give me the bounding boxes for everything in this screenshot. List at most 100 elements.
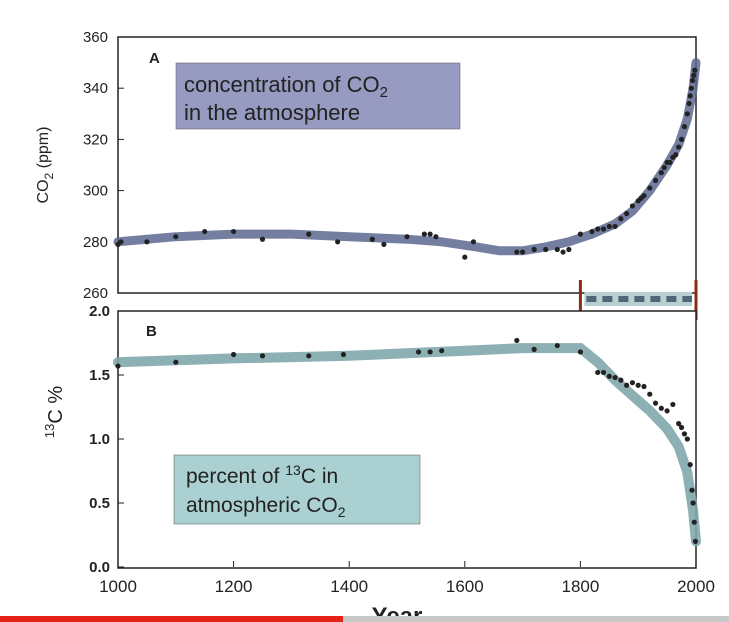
- panel-a-y-label: CO2 (ppm): [35, 127, 56, 204]
- panel-a-data-point: [369, 236, 375, 242]
- panel-b-annotation-line2-prefix: atmospheric CO: [186, 494, 338, 517]
- panel-b-y-tick-label: 2.0: [89, 303, 110, 320]
- panel-b-data-point: [664, 408, 670, 414]
- panel-b-data-point: [415, 349, 422, 355]
- panel-b-y-tick-label: 1.5: [89, 367, 110, 384]
- panel-b-annotation-line2: atmospheric CO2: [186, 494, 346, 520]
- panel-a-y-tick-label: 340: [83, 80, 108, 97]
- panel-a-data-point: [687, 93, 693, 99]
- panel-b-data-point: [689, 487, 695, 493]
- panel-a-y-tick-label: 260: [83, 285, 108, 302]
- panel-a-data-point: [118, 239, 124, 245]
- panel-a-data-point: [173, 234, 179, 240]
- panel-a-data-point: [686, 100, 692, 107]
- panel-a-data-point: [231, 228, 237, 235]
- panel-b-data-point: [340, 351, 347, 358]
- panel-a-letter: A: [149, 50, 160, 67]
- panel-a-y-tick-label: 280: [83, 234, 108, 251]
- panel-a-data-point: [641, 193, 647, 199]
- panel-a-y-label-prefix: CO: [35, 179, 52, 203]
- panel-b-data-point: [684, 436, 690, 442]
- panel-a-data-point: [681, 124, 688, 130]
- panel-b-data-point: [691, 519, 697, 525]
- panel-b-data-point: [173, 359, 179, 365]
- panel-a-data-point: [658, 170, 664, 176]
- panel-b-data-point: [670, 401, 676, 408]
- panel-b-data-point: [652, 400, 659, 406]
- panel-b-annotation-box: [173, 454, 421, 525]
- panel-a-data-point: [144, 239, 150, 245]
- panel-a-data-point: [259, 236, 266, 242]
- panel-b-annotation-line1: percent of 13C in: [186, 462, 338, 488]
- panel-a-data-point: [589, 228, 595, 235]
- panel-a-points: [115, 67, 698, 260]
- panel-a-data-point: [566, 246, 572, 253]
- panel-a-data-point: [577, 231, 584, 237]
- panel-a-data-point: [612, 223, 618, 230]
- panel-b-data-point: [676, 421, 682, 427]
- panel-a-data-point: [692, 67, 698, 73]
- panel-a-data-point: [624, 211, 630, 217]
- panel-a-data-point: [421, 231, 427, 237]
- panel-a-annotation-box: [175, 62, 461, 130]
- panel-a-data-point: [661, 164, 667, 171]
- panel-b-annotation-sup: 13: [285, 462, 301, 478]
- panel-b-x-tick-label: 1800: [561, 577, 599, 596]
- panel-b-data-point: [595, 369, 601, 376]
- panel-a-data-point: [404, 234, 410, 240]
- panel-b-data-point: [681, 431, 688, 437]
- panel-a-data-point: [543, 246, 549, 253]
- panel-b-data-point: [678, 424, 685, 431]
- panel-b-data-point: [618, 377, 624, 383]
- panel-b-data-point: [690, 500, 696, 506]
- panel-a-data-point: [689, 77, 696, 84]
- panel-b-y-label-main: C %: [45, 386, 67, 424]
- panel-a-y-tick-label: 300: [83, 183, 108, 200]
- panel-b-data-point: [629, 380, 636, 386]
- panel-b-data-point: [115, 363, 121, 369]
- panel-a-annotation-sub: 2: [380, 84, 388, 101]
- panel-a-data-point: [470, 239, 477, 245]
- panel-b-data-point: [641, 383, 647, 390]
- panel-b-data-point: [658, 405, 664, 411]
- panel-a-data-point: [673, 152, 679, 158]
- panel-b-data-point: [647, 391, 653, 397]
- panel-b-x-axis: 1000 1200 1400 1600 1800 2000: [99, 561, 715, 596]
- panel-b-x-tick-label: 1200: [215, 577, 253, 596]
- panel-b-x-tick-label: 1400: [330, 577, 368, 596]
- panel-a-data-point: [652, 177, 659, 183]
- panel-a-data-point: [606, 223, 612, 230]
- panel-a-data-point: [433, 234, 439, 240]
- panel-a-data-point: [531, 246, 537, 253]
- panel-a-data-point: [462, 254, 468, 260]
- panel-b-y-axis: 0.0 0.5 1.0 1.5 2.0: [89, 303, 124, 576]
- panel-b-x-tick-label: 1000: [99, 577, 137, 596]
- panel-b-x-tick-label: 1600: [446, 577, 484, 596]
- panel-a-data-point: [554, 246, 560, 253]
- panel-a-data-point: [514, 249, 520, 255]
- panel-b-data-point: [427, 349, 433, 355]
- panel-a-data-point: [595, 226, 601, 232]
- video-progress-bar[interactable]: [0, 616, 729, 622]
- panel-a-data-point: [629, 203, 636, 209]
- panel-a-y-tick-label: 320: [83, 131, 108, 148]
- video-progress-fill: [0, 616, 343, 622]
- panel-b-data-point: [514, 337, 520, 344]
- panel-b-y-tick-label: 1.0: [89, 431, 110, 448]
- panel-a-data-point: [520, 249, 526, 255]
- panel-a-data-point: [202, 228, 208, 235]
- panel-a-data-point: [678, 136, 685, 142]
- panel-a-data-point: [560, 249, 566, 255]
- panel-b-annotation-line2-sub: 2: [338, 504, 346, 520]
- panel-a-y-tick-label: 360: [83, 29, 108, 46]
- panel-a-data-point: [676, 144, 682, 150]
- panel-a-data-point: [306, 231, 312, 237]
- panel-b-annotation-prefix: percent of: [186, 465, 285, 488]
- panel-a-data-point: [647, 185, 653, 191]
- panel-a-data-point: [684, 111, 690, 117]
- panel-b-data-point: [600, 369, 607, 376]
- panel-b-data-point: [259, 353, 266, 359]
- panel-b-data-point: [635, 382, 641, 388]
- panel-b-y-label-sup: 13: [42, 424, 57, 438]
